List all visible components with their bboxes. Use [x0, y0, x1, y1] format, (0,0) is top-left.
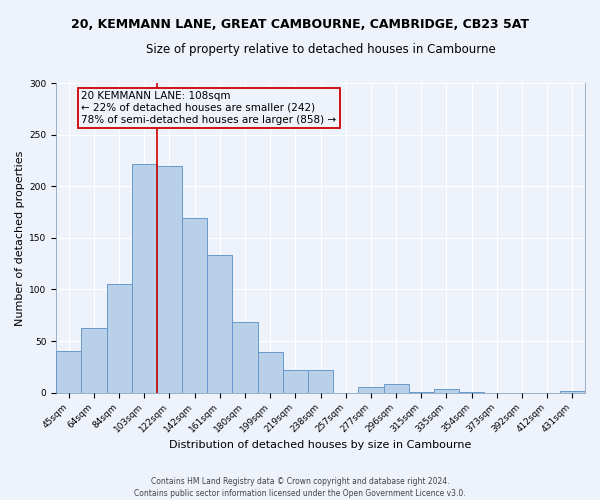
Bar — [560, 390, 585, 392]
Bar — [82, 328, 107, 392]
Y-axis label: Number of detached properties: Number of detached properties — [15, 150, 25, 326]
Bar — [131, 164, 157, 392]
Bar — [283, 370, 308, 392]
Bar — [434, 388, 459, 392]
X-axis label: Distribution of detached houses by size in Cambourne: Distribution of detached houses by size … — [169, 440, 472, 450]
Bar — [308, 370, 333, 392]
Text: Contains HM Land Registry data © Crown copyright and database right 2024.
Contai: Contains HM Land Registry data © Crown c… — [134, 476, 466, 498]
Text: 20, KEMMANN LANE, GREAT CAMBOURNE, CAMBRIDGE, CB23 5AT: 20, KEMMANN LANE, GREAT CAMBOURNE, CAMBR… — [71, 18, 529, 30]
Bar — [182, 218, 207, 392]
Bar — [383, 384, 409, 392]
Bar — [107, 284, 131, 393]
Title: Size of property relative to detached houses in Cambourne: Size of property relative to detached ho… — [146, 42, 496, 56]
Bar — [232, 322, 257, 392]
Bar — [207, 256, 232, 392]
Bar — [358, 388, 383, 392]
Bar — [56, 352, 82, 393]
Text: 20 KEMMANN LANE: 108sqm
← 22% of detached houses are smaller (242)
78% of semi-d: 20 KEMMANN LANE: 108sqm ← 22% of detache… — [82, 92, 337, 124]
Bar — [257, 352, 283, 393]
Bar — [157, 166, 182, 392]
